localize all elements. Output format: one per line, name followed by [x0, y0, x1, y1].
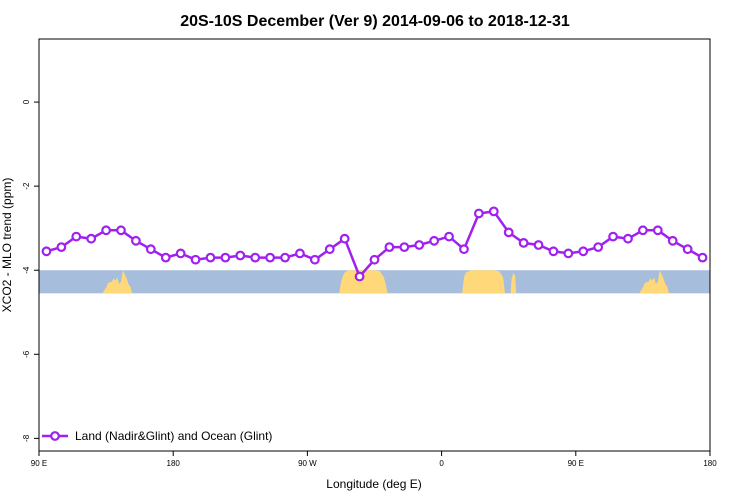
x-tick-label: 90 W [298, 459, 317, 468]
data-point [399, 242, 410, 253]
data-point [459, 244, 469, 255]
x-tick-label: 0 [439, 459, 444, 468]
data-point [384, 242, 395, 253]
data-point [608, 231, 618, 242]
data-point [86, 233, 97, 244]
data-point [697, 252, 708, 263]
data-point [339, 233, 350, 244]
x-tick-label: 180 [703, 459, 717, 468]
data-point [503, 227, 514, 238]
data-point [131, 235, 141, 246]
y-tick-label: -8 [22, 434, 31, 442]
y-tick-label: 0 [22, 99, 31, 104]
data-point [354, 271, 365, 282]
chart-title: 20S-10S December (Ver 9) 2014-09-06 to 2… [180, 13, 570, 30]
data-point [667, 235, 678, 246]
legend-label: Land (Nadir&Glint) and Ocean (Glint) [75, 429, 272, 443]
data-point [488, 206, 499, 217]
data-point [280, 252, 290, 263]
data-point [175, 248, 186, 259]
y-tick-label: -2 [22, 182, 31, 190]
data-point [429, 235, 440, 246]
x-axis-label: Longitude (deg E) [326, 477, 421, 491]
data-point [638, 225, 648, 236]
data-point [235, 250, 246, 261]
data-point [190, 254, 201, 265]
plot-frame [38, 38, 711, 452]
y-tick-label: -6 [22, 350, 31, 358]
land-madagascar [510, 272, 517, 294]
data-point [295, 248, 305, 259]
data-point [205, 252, 216, 263]
data-point [518, 237, 529, 248]
data-point [623, 233, 633, 244]
data-point [101, 225, 111, 236]
data-point [578, 246, 589, 257]
data-point [324, 244, 335, 255]
data-point [250, 252, 261, 263]
x-tick-label: 180 [167, 459, 181, 468]
x-tick-label: 90 E [568, 459, 584, 468]
x-tick-label: 90 E [31, 459, 47, 468]
land-australia [102, 270, 133, 294]
data-point [548, 246, 559, 257]
data-point [414, 240, 425, 250]
data-point [41, 246, 52, 257]
y-tick-label: -4 [22, 266, 31, 274]
data-point [682, 244, 693, 255]
data-point [369, 254, 380, 265]
plot-area: 0 -2 -4 -6 -8 90 E 180 90 W 0 90 E 180 Land (Nadir&… [22, 38, 717, 468]
data-point [220, 252, 231, 263]
data-point [160, 252, 171, 263]
data-point [71, 231, 82, 242]
data-point [652, 225, 663, 236]
data-point [473, 208, 484, 219]
land-south-america [339, 270, 388, 294]
data-point [265, 252, 276, 263]
legend-marker [50, 431, 60, 441]
data-point [116, 225, 126, 236]
land-australia-2 [639, 270, 669, 294]
data-point [563, 248, 574, 259]
y-axis-label: XCO2 - MLO trend (ppm) [0, 178, 14, 313]
data-point [444, 231, 454, 242]
data-point [56, 242, 67, 253]
series-line [46, 210, 704, 279]
land-africa [462, 270, 505, 294]
data-point [309, 254, 320, 265]
data-point [145, 244, 156, 255]
data-point [593, 242, 604, 253]
data-point [533, 240, 544, 250]
